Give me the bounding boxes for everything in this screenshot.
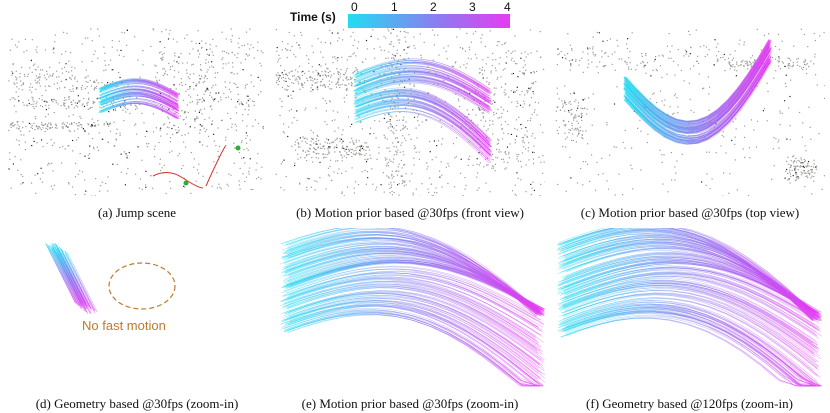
scene-plot-f: [556, 228, 823, 387]
panel-a-jump-scene: [8, 28, 266, 196]
panel-e-motion-prior-zoom: [270, 228, 550, 388]
scene-plot-d: [44, 242, 176, 315]
colorbar-tick: 4: [504, 0, 511, 14]
panel-c-top-view: [555, 28, 825, 196]
green-marker: [183, 180, 189, 186]
colorbar-tick: 0: [351, 0, 358, 14]
scene-plot-b: [275, 28, 545, 196]
caption-a: (a) Jump scene: [98, 205, 176, 220]
colorbar-title: Time (s): [290, 10, 336, 24]
colorbar-tick: 3: [469, 0, 476, 14]
point-cloud: [555, 28, 825, 196]
panel-d-geometry-30fps: [8, 228, 266, 388]
panel-f-geometry-120fps: [552, 228, 827, 388]
caption-d: (d) Geometry based @30fps (zoom-in): [35, 396, 239, 411]
trajectory-bundle: [98, 78, 180, 120]
red-trajectory: [205, 145, 227, 187]
trajectory-bundle: [623, 39, 772, 145]
point-cloud: [8, 28, 265, 196]
red-trajectory: [152, 172, 204, 189]
caption-e: (e) Motion prior based @30fps (zoom-in): [301, 396, 519, 411]
green-marker: [235, 145, 241, 151]
caption-c: (c) Motion prior based @30fps (top view): [580, 205, 800, 220]
trajectory-bundle: [280, 228, 546, 387]
scene-plot-e: [280, 228, 546, 387]
colorbar: [348, 14, 510, 28]
colorbar-tick: 1: [391, 0, 398, 14]
caption-f: (f) Geometry based @120fps (zoom-in): [586, 396, 793, 411]
scene-plot-c: [555, 28, 825, 196]
colorbar-tick: 2: [430, 0, 437, 14]
panel-b-front-view: [275, 28, 545, 196]
scene-plot-a: [8, 28, 265, 196]
trajectory-bundle: [44, 242, 98, 315]
trajectory-bundle: [352, 58, 493, 164]
dashed-ellipse: [108, 262, 176, 310]
no-fast-motion-label: No fast motion: [82, 318, 166, 333]
caption-b: (b) Motion prior based @30fps (front vie…: [296, 205, 524, 220]
trajectory-bundle: [556, 228, 823, 387]
